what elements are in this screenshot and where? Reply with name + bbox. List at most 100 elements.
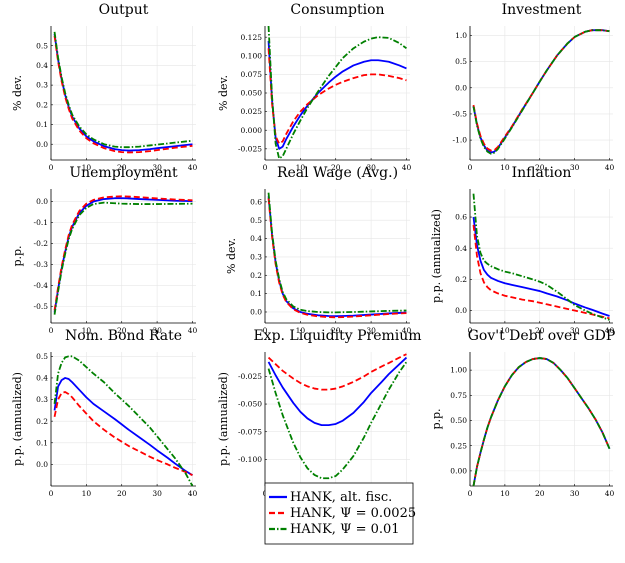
series-line-exp-liquidity-premium-hank-alt-fisc — [267, 356, 408, 426]
y-tick-label: 0.2 — [36, 417, 48, 426]
y-tick-label: 0.1 — [36, 438, 48, 447]
series-line-unemployment-hank-0-0025 — [53, 195, 193, 311]
y-tick-label: 0.6 — [250, 197, 262, 206]
legend-box — [264, 482, 414, 545]
y-tick-label: 0.6 — [455, 213, 467, 222]
x-tick-label: 20 — [535, 489, 545, 498]
y-tick-label: 0.0 — [455, 306, 467, 315]
y-tick-label: 0.2 — [455, 275, 467, 284]
series-line-investment-hank-0-01 — [472, 29, 610, 155]
y-tick-label: 0.000 — [241, 126, 263, 135]
x-tick-label: 30 — [152, 163, 162, 172]
x-tick-label: 10 — [500, 489, 510, 498]
series-line-output-hank-alt-fisc — [53, 33, 193, 152]
panel-inflation: 0 10 20 30 40 0.0 0.2 0.4 0.6 Inflation p.p. (annu… — [430, 165, 615, 335]
x-tick-label: 30 — [152, 489, 162, 498]
y-tick-label: -0.5 — [453, 110, 468, 119]
y-tick-label: 0.5 — [36, 352, 48, 361]
y-tick-label: 0.4 — [36, 61, 48, 70]
panel-title-investment: Investment — [502, 2, 582, 18]
series-line-gov-t-debt-over-gdp-hank-0-0025 — [472, 357, 611, 486]
y-axis-label-nom-bond-rate: p.p. (annualized) — [11, 372, 24, 466]
y-tick-label: 0.050 — [241, 89, 263, 98]
y-tick-label: -0.1 — [34, 218, 48, 227]
series-line-nom-bond-rate-hank-alt-fisc — [53, 377, 193, 476]
y-tick-label: 0.5 — [250, 216, 262, 225]
y-tick-label: -0.3 — [34, 260, 49, 269]
legend: HANK, alt. fisc. HANK, Ψ = 0.0025 HANK, … — [264, 482, 416, 545]
panel-title-real-wage-avg: Real Wage (Avg.) — [277, 165, 398, 181]
panel-title-exp-liquidity-premium: Exp. Liquidity Premium — [253, 328, 421, 344]
panel-unemployment: 0 10 20 30 40 -0.5 -0.4 -0.3 -0.2 -0.1 0.0 Unemploy… — [11, 165, 197, 335]
series-line-real-wage-avg-hank-0-0025 — [267, 198, 407, 319]
x-tick-label: 0 — [263, 163, 268, 172]
panel-nom-bond-rate: 0 10 20 30 40 0.0 0.1 0.2 0.3 0.4 0.5 Nom. Bond Rat… — [11, 328, 197, 498]
series-line-exp-liquidity-premium-hank-0-0025 — [267, 353, 407, 391]
panel-title-consumption: Consumption — [290, 2, 384, 18]
x-tick-label: 30 — [152, 326, 162, 335]
x-tick-label: 0 — [49, 326, 54, 335]
x-tick-label: 10 — [296, 326, 306, 335]
x-tick-label: 30 — [366, 326, 376, 335]
y-tick-label: 0.25 — [450, 441, 467, 450]
legend-label-alt-fisc: HANK, alt. fisc. — [290, 490, 392, 505]
series-line-inflation-hank-0-01 — [472, 193, 610, 321]
y-tick-label: 0.075 — [241, 70, 263, 79]
y-tick-label: 0.0 — [455, 83, 467, 92]
y-tick-label: 0.0 — [36, 140, 48, 149]
x-tick-label: 0 — [263, 326, 268, 335]
y-tick-label: 0.100 — [241, 51, 263, 60]
series-line-consumption-hank-alt-fisc — [267, 40, 407, 150]
x-tick-label: 0 — [49, 489, 54, 498]
x-tick-label: 20 — [117, 326, 127, 335]
x-tick-label: 30 — [570, 163, 580, 172]
y-tick-label: -1.0 — [453, 136, 468, 145]
x-tick-label: 20 — [117, 489, 127, 498]
x-tick-label: 20 — [331, 163, 341, 172]
y-tick-label: 0.1 — [250, 289, 262, 298]
series-line-gov-t-debt-over-gdp-hank-0-01 — [472, 357, 611, 486]
y-tick-label: -0.4 — [34, 281, 49, 290]
y-axis-label-unemployment: p.p. — [11, 245, 24, 266]
y-tick-label: -0.100 — [238, 455, 262, 464]
legend-label-psi-001: HANK, Ψ = 0.01 — [290, 522, 400, 537]
series-line-inflation-hank-0-0025 — [472, 224, 610, 320]
series-line-nom-bond-rate-hank-0-0025 — [53, 391, 193, 477]
x-tick-label: 30 — [570, 489, 580, 498]
x-tick-label: 30 — [366, 163, 376, 172]
y-axis-label-exp-liquidity-premium: p.p. (annualized) — [217, 372, 230, 466]
series-line-output-hank-0-0025 — [53, 35, 193, 154]
x-tick-label: 20 — [535, 326, 545, 335]
x-tick-label: 10 — [500, 163, 510, 172]
y-tick-label: 0.2 — [36, 100, 48, 109]
panel-exp-liquidity-premium: 0 10 20 30 40 -0.100 -0.075 -0.050 -0.025 Exp. Li… — [217, 328, 422, 498]
series-line-real-wage-avg-hank-alt-fisc — [267, 196, 407, 318]
series-line-output-hank-0-01 — [53, 31, 193, 149]
panel-title-gov-t-debt-over-gdp: Gov't Debt over GDP — [468, 328, 616, 344]
y-axis-label-inflation: p.p. (annualized) — [430, 209, 443, 303]
panel-title-nom-bond-rate: Nom. Bond Rate — [65, 328, 182, 344]
panel-title-inflation: Inflation — [512, 165, 572, 181]
y-tick-label: -0.075 — [238, 427, 262, 436]
x-tick-label: 40 — [605, 489, 615, 498]
series-line-consumption-hank-0-0025 — [267, 48, 407, 145]
x-tick-label: 40 — [402, 326, 412, 335]
y-axis-label-output: % dev. — [11, 75, 24, 111]
series-line-real-wage-avg-hank-0-01 — [267, 192, 407, 314]
x-tick-label: 20 — [117, 163, 127, 172]
x-tick-label: 10 — [82, 163, 92, 172]
y-tick-label: 0.50 — [450, 416, 467, 425]
series-line-unemployment-hank-0-01 — [53, 201, 193, 315]
series-line-consumption-hank-0-01 — [267, 26, 407, 160]
y-tick-label: 1.0 — [455, 31, 467, 40]
panel-consumption: 0 10 20 30 40 -0.025 0.000 0.025 0.050 0.075 0.100… — [217, 2, 411, 172]
panel-gov-t-debt-over-gdp: 0 10 20 30 40 0.00 0.25 0.50 0.75 1.00 Gov't Debt … — [430, 328, 615, 498]
x-tick-label: 40 — [402, 163, 412, 172]
y-tick-label: 0.1 — [36, 120, 48, 129]
y-tick-label: 0.125 — [241, 33, 263, 42]
y-tick-label: 0.0 — [36, 197, 48, 206]
x-tick-label: 10 — [82, 326, 92, 335]
y-tick-label: 0.5 — [455, 57, 467, 66]
series-line-gov-t-debt-over-gdp-hank-alt-fisc — [472, 357, 611, 486]
